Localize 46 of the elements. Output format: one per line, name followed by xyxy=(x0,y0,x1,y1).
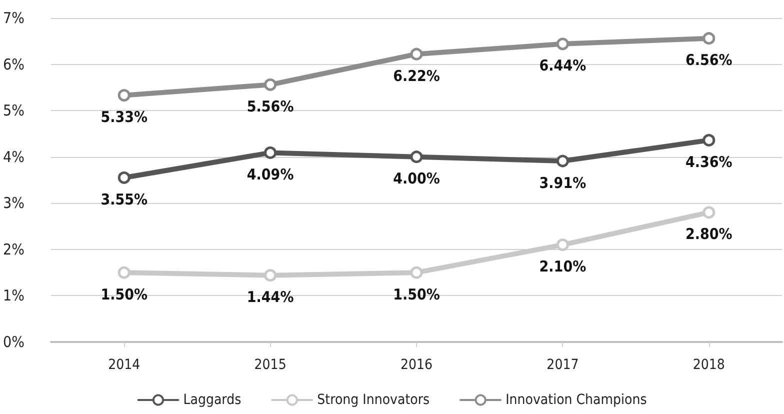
data-label: 6.22% xyxy=(393,66,440,85)
data-label: 2.80% xyxy=(685,225,733,244)
point xyxy=(410,150,423,164)
point xyxy=(264,269,277,282)
y-tick-label: 1% xyxy=(3,286,25,305)
data-label: 4.36% xyxy=(685,152,733,171)
y-tick-label: 5% xyxy=(3,102,25,120)
legend-label: Laggards xyxy=(183,392,242,408)
point xyxy=(556,38,569,50)
point xyxy=(410,48,423,60)
y-tick-label: 4% xyxy=(3,148,25,166)
data-label: 1.50% xyxy=(393,285,440,304)
point xyxy=(556,238,569,252)
data-label: 4.09% xyxy=(246,165,294,184)
x-tick-label: 2017 xyxy=(546,357,579,373)
y-tick-label: 6% xyxy=(3,55,25,74)
data-label: 1.44% xyxy=(246,288,294,306)
point xyxy=(118,89,130,102)
y-tick-label: 7% xyxy=(3,9,25,27)
point xyxy=(702,134,716,146)
data-label: 6.56% xyxy=(685,51,733,70)
point xyxy=(410,266,423,279)
point xyxy=(118,171,130,184)
point xyxy=(264,146,277,159)
x-tick-label: 2016 xyxy=(400,357,433,373)
y-tick-label: 3% xyxy=(3,194,25,212)
data-label: 5.33% xyxy=(100,108,148,126)
data-label: 6.44% xyxy=(539,56,587,75)
y-tick-label: 2% xyxy=(3,240,25,258)
data-label: 5.56% xyxy=(246,97,294,116)
legend-label: Innovation Champions xyxy=(506,392,647,408)
legend-label: Strong Innovators xyxy=(317,392,430,408)
point xyxy=(702,32,716,45)
data-label: 1.50% xyxy=(100,285,148,304)
point xyxy=(702,206,716,219)
data-label: 4.00% xyxy=(393,170,440,188)
point xyxy=(264,78,277,91)
x-tick-label: 2014 xyxy=(108,357,140,373)
point xyxy=(118,266,130,279)
data-label: 2.10% xyxy=(539,258,587,276)
data-label: 3.55% xyxy=(100,190,148,208)
x-tick-label: 2018 xyxy=(692,357,725,373)
point xyxy=(556,154,569,168)
y-tick-label: 0% xyxy=(3,333,25,351)
data-label: 3.91% xyxy=(539,174,587,192)
x-tick-label: 2015 xyxy=(254,357,286,373)
